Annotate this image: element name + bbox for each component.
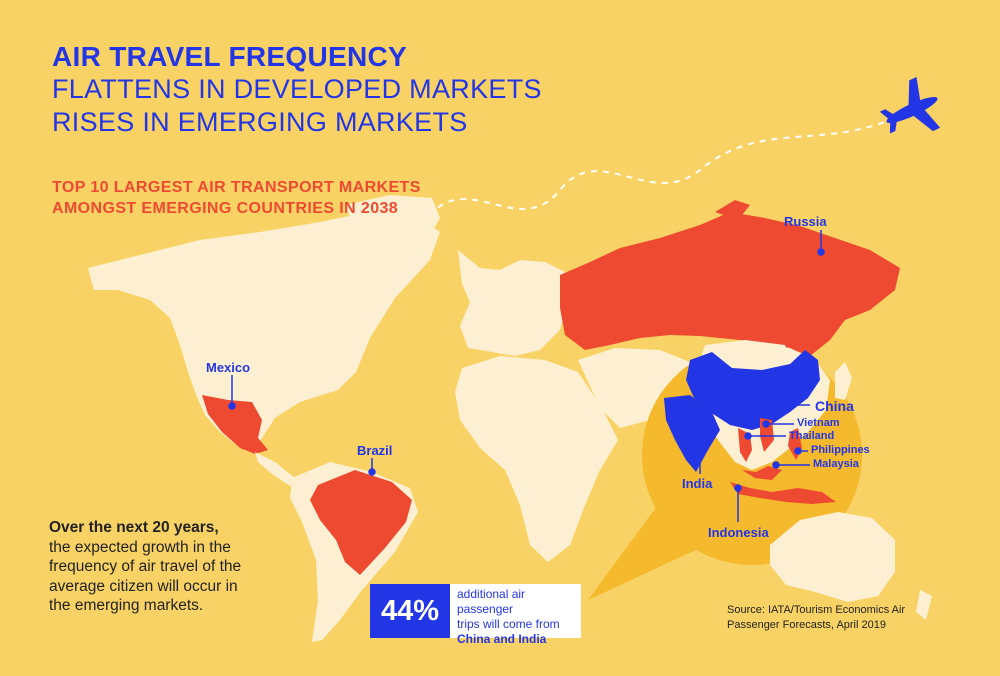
body-note-bold: Over the next 20 years, bbox=[49, 519, 219, 536]
title-line-1: AIR TRAVEL FREQUENCY bbox=[52, 41, 407, 72]
country-japan bbox=[835, 362, 852, 400]
landmass-central-america bbox=[255, 452, 295, 486]
stat-line-1: additional air passenger bbox=[457, 587, 526, 616]
label-india: India bbox=[682, 476, 713, 491]
label-malaysia: Malaysia bbox=[813, 458, 859, 470]
source-line-1: Source: IATA/Tourism Economics Air bbox=[727, 604, 906, 616]
label-markers bbox=[228, 230, 825, 522]
title: AIR TRAVEL FREQUENCY FLATTENS IN DEVELOP… bbox=[52, 40, 542, 139]
stat-box: 44% additional air passenger trips will … bbox=[370, 584, 581, 646]
label-russia: Russia bbox=[784, 214, 827, 229]
country-malaysia bbox=[742, 466, 782, 480]
label-vietnam: Vietnam bbox=[797, 417, 840, 429]
country-mongolia bbox=[712, 340, 790, 368]
title-line-3: RISES IN EMERGING MARKETS bbox=[52, 107, 468, 137]
country-russia bbox=[560, 212, 900, 356]
country-indonesia bbox=[730, 482, 836, 504]
subtitle-line-1: TOP 10 LARGEST AIR TRANSPORT MARKETS bbox=[52, 179, 421, 196]
airplane-icon bbox=[879, 77, 941, 134]
source-line-2: Passenger Forecasts, April 2019 bbox=[727, 619, 886, 631]
body-note-text: the expected growth in the frequency of … bbox=[49, 538, 242, 615]
label-mexico: Mexico bbox=[206, 360, 251, 375]
landmass-new-zealand bbox=[916, 590, 932, 620]
island-novaya-zemlya bbox=[715, 200, 750, 220]
label-philippines: Philippines bbox=[811, 444, 870, 456]
stat-line-3: China and India bbox=[457, 632, 547, 646]
subtitle-line-2: AMONGST EMERGING COUNTRIES IN 2038 bbox=[52, 200, 399, 217]
stat-value: 44% bbox=[370, 584, 450, 638]
subtitle: TOP 10 LARGEST AIR TRANSPORT MARKETS AMO… bbox=[52, 177, 421, 219]
landmass-africa bbox=[455, 356, 618, 562]
stat-line-2: trips will come from bbox=[457, 617, 560, 631]
body-note: Over the next 20 years, the expected gro… bbox=[49, 518, 259, 616]
landmass-europe bbox=[458, 250, 568, 356]
label-brazil: Brazil bbox=[357, 443, 393, 458]
label-thailand: Thailand bbox=[789, 430, 835, 442]
stat-text: additional air passenger trips will come… bbox=[457, 587, 581, 647]
landmass-north-america bbox=[88, 210, 440, 452]
label-china: China bbox=[815, 398, 854, 414]
country-india bbox=[664, 395, 720, 472]
country-brazil bbox=[310, 470, 412, 575]
landmass-greenland bbox=[345, 195, 440, 266]
title-line-2: FLATTENS IN DEVELOPED MARKETS bbox=[52, 74, 542, 104]
flight-path bbox=[429, 117, 896, 216]
country-mexico bbox=[202, 395, 268, 454]
landmass-australia bbox=[770, 512, 895, 602]
country-china bbox=[686, 350, 820, 430]
zoom-pointer bbox=[588, 502, 700, 600]
source-note: Source: IATA/Tourism Economics Air Passe… bbox=[727, 603, 905, 633]
label-indonesia: Indonesia bbox=[708, 525, 769, 540]
